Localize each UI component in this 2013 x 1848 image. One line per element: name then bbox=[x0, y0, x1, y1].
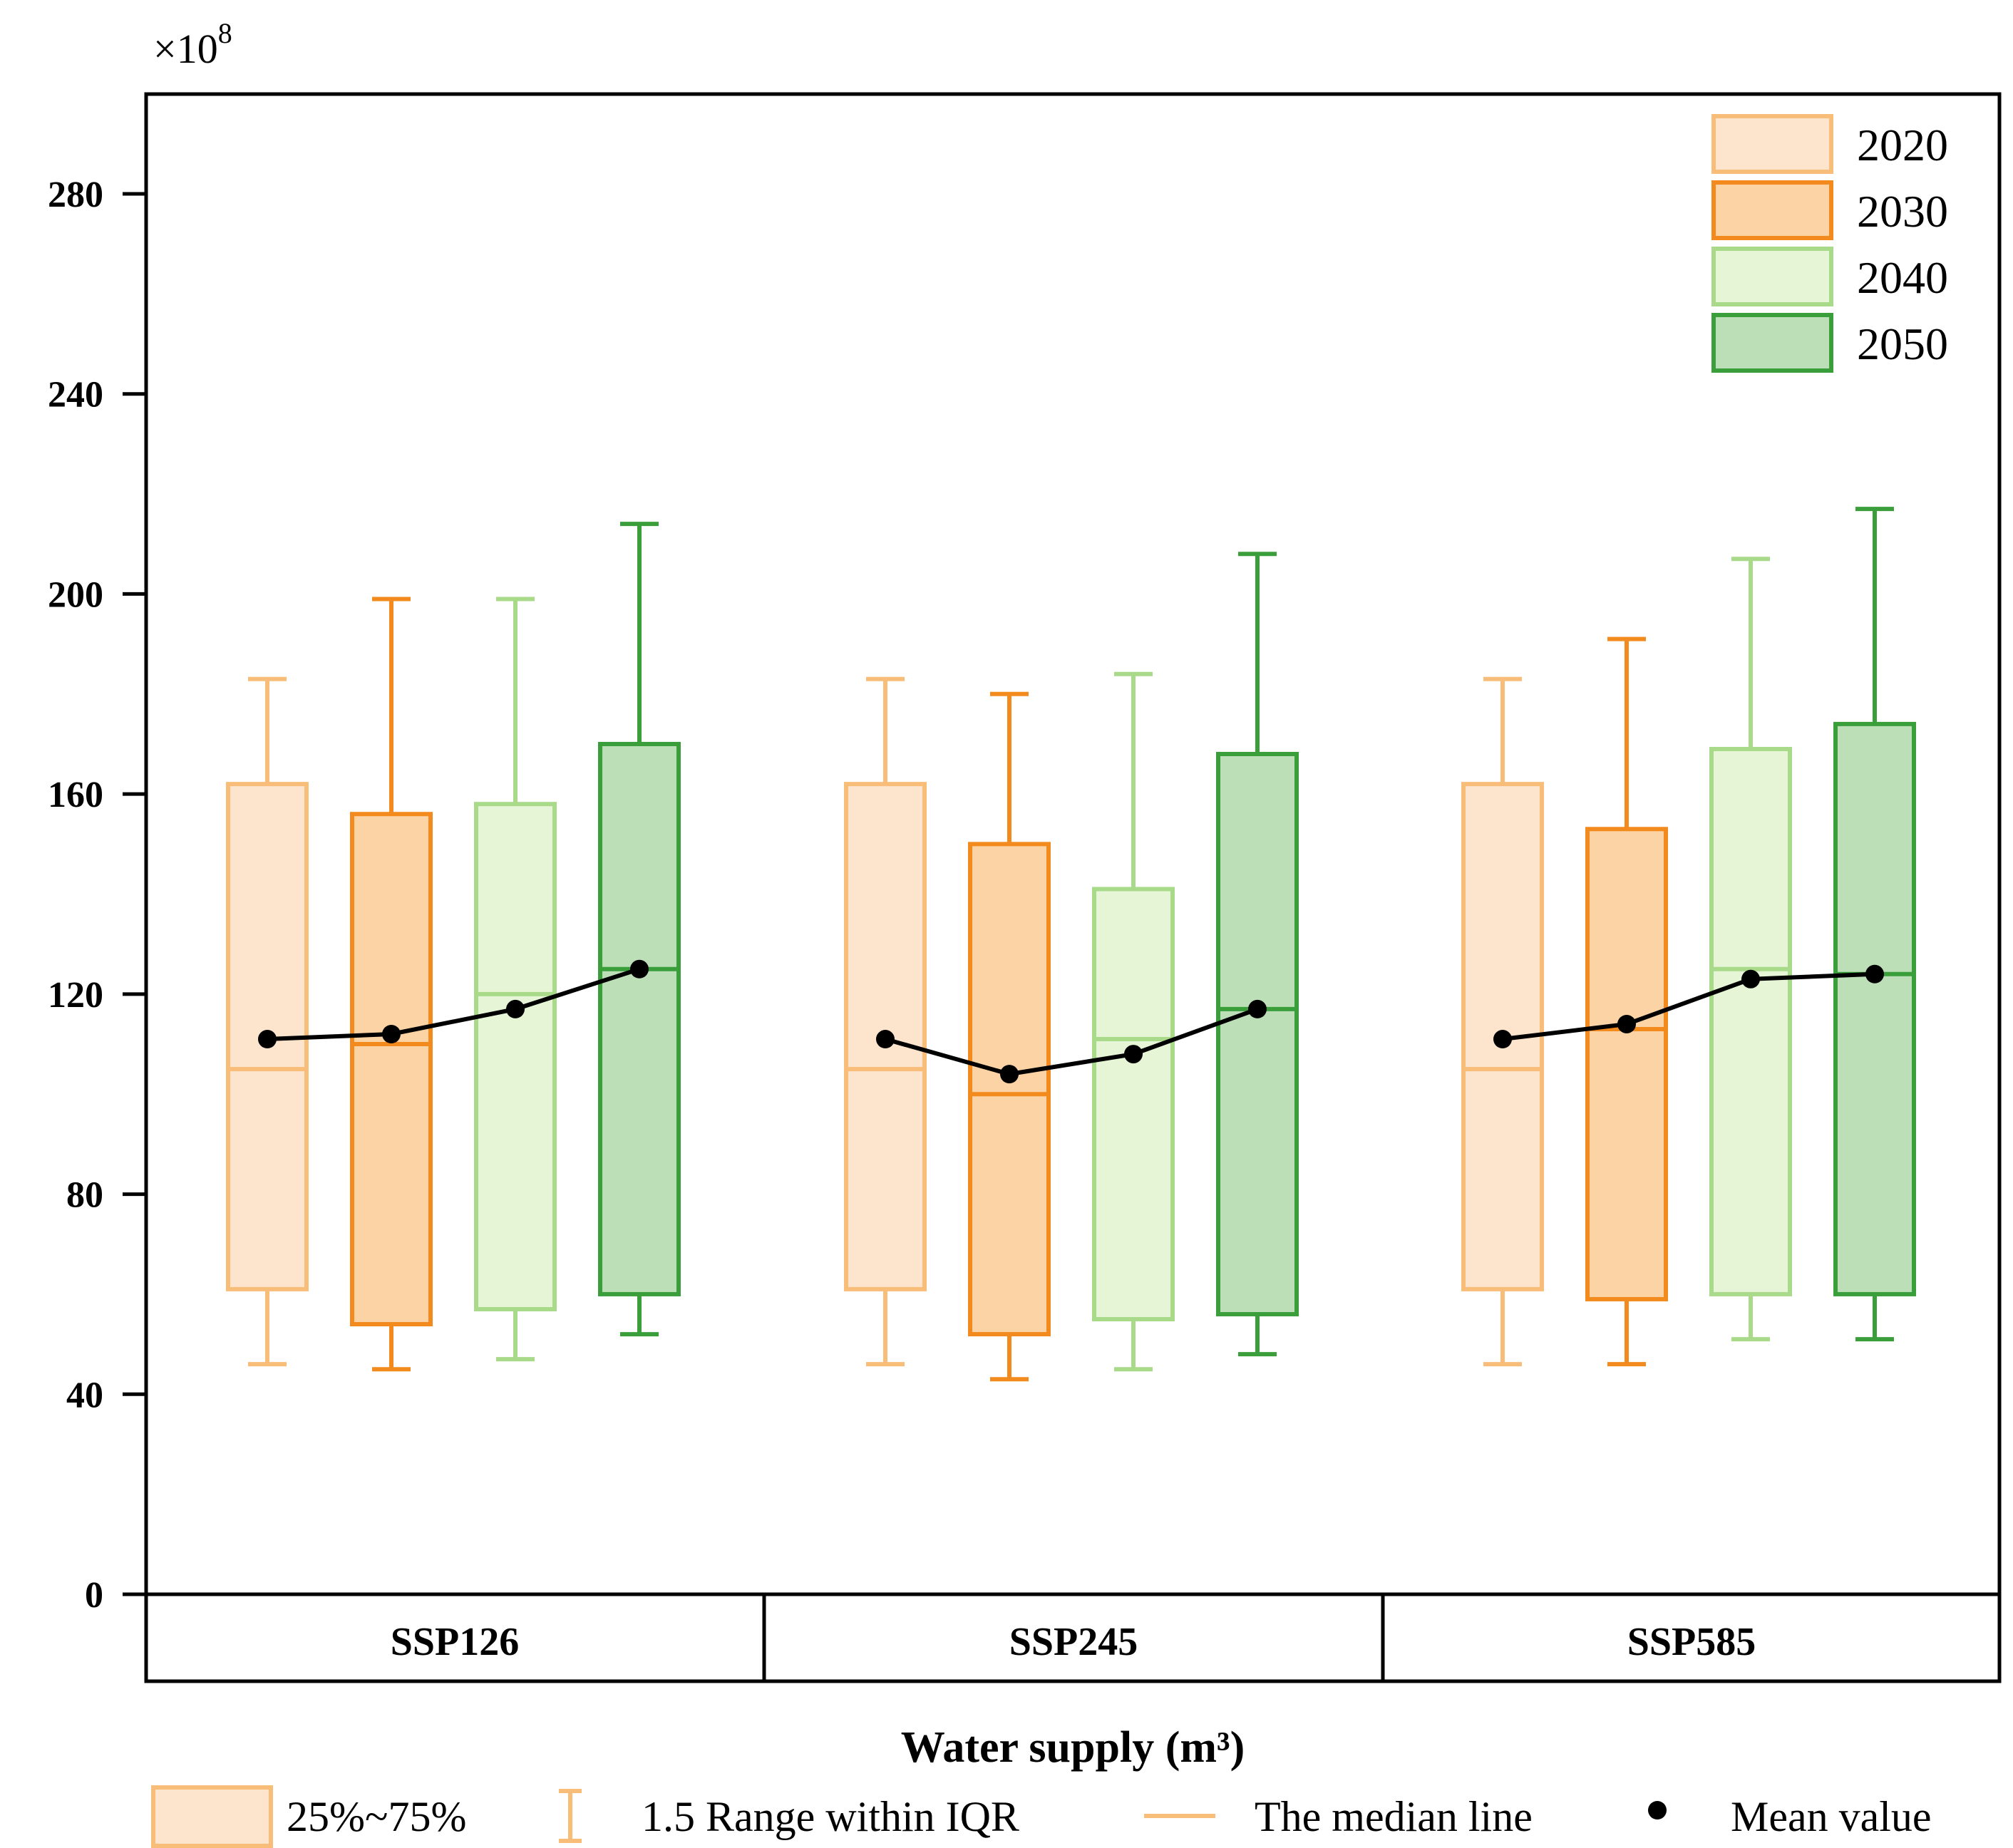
mean-point-ssp126-2030 bbox=[382, 1025, 401, 1043]
box-ssp585-2040 bbox=[1709, 557, 1792, 1342]
key-box-swatch bbox=[151, 1785, 273, 1848]
group-label-ssp245: SSP245 bbox=[1009, 1620, 1138, 1664]
key-legend: 25%~75% 1.5 Range within IQR The median … bbox=[151, 1785, 1932, 1848]
legend-swatch-2020 bbox=[1711, 114, 1833, 174]
mean-point-ssp585-2050 bbox=[1865, 964, 1884, 984]
y-tick-label-280: 280 bbox=[48, 175, 103, 215]
y-axis: 0 40 80 120 160 200 240 280 bbox=[48, 175, 146, 1616]
y-multiplier-label: ×108 bbox=[153, 17, 232, 72]
box-ssp126-2020 bbox=[226, 676, 309, 1367]
mean-point-ssp126-2050 bbox=[630, 959, 649, 979]
legend-label-2050: 2050 bbox=[1857, 319, 1948, 369]
box-ssp245-2030 bbox=[968, 691, 1051, 1382]
iqr-box bbox=[598, 741, 681, 1296]
group-label-ssp126: SSP126 bbox=[391, 1620, 520, 1664]
year-legend: 2020 2030 2040 2050 bbox=[1711, 114, 1948, 373]
mean-line-ssp585 bbox=[1502, 971, 1875, 1041]
mean-line-ssp245 bbox=[885, 1007, 1259, 1077]
key-whisker-label: 1.5 Range within IQR bbox=[642, 1793, 1019, 1840]
box-ssp585-2030 bbox=[1585, 636, 1668, 1367]
mean-point-ssp245-2030 bbox=[1000, 1065, 1019, 1084]
iqr-box bbox=[1092, 887, 1175, 1322]
box-ssp126-2040 bbox=[474, 597, 557, 1362]
iqr-box bbox=[474, 802, 557, 1311]
box-ssp245-2050 bbox=[1216, 552, 1299, 1357]
box-ssp245-2040 bbox=[1092, 671, 1175, 1372]
legend-swatch-2050 bbox=[1711, 313, 1833, 373]
key-mean-swatch bbox=[1648, 1801, 1667, 1819]
legend-label-2020: 2020 bbox=[1857, 120, 1948, 170]
mean-point-ssp585-2030 bbox=[1617, 1014, 1636, 1033]
mean-point-ssp245-2020 bbox=[876, 1030, 895, 1049]
iqr-box bbox=[968, 842, 1051, 1337]
key-box-label: 25%~75% bbox=[287, 1793, 466, 1840]
mean-point-ssp245-2040 bbox=[1124, 1045, 1143, 1064]
mean-point-ssp585-2040 bbox=[1741, 969, 1760, 988]
mean-point-ssp126-2020 bbox=[258, 1030, 277, 1049]
mean-point-ssp126-2040 bbox=[506, 999, 525, 1018]
group-label-ssp585: SSP585 bbox=[1627, 1620, 1756, 1664]
key-mean-label: Mean value bbox=[1731, 1793, 1932, 1840]
y-tick-label-80: 80 bbox=[66, 1175, 103, 1216]
iqr-box bbox=[1216, 752, 1299, 1316]
mean-lines bbox=[258, 959, 1884, 1084]
box-ssp585-2050 bbox=[1833, 507, 1916, 1342]
box-ssp585-2020 bbox=[1461, 676, 1544, 1367]
iqr-box bbox=[1709, 746, 1792, 1296]
box-series bbox=[226, 507, 1916, 1382]
key-median-label: The median line bbox=[1255, 1793, 1533, 1840]
mean-point-ssp585-2020 bbox=[1493, 1030, 1512, 1049]
legend-label-2040: 2040 bbox=[1857, 252, 1948, 303]
y-multiplier-base: ×10 bbox=[153, 26, 218, 72]
y-tick-label-240: 240 bbox=[48, 375, 103, 415]
y-multiplier-exponent: 8 bbox=[218, 17, 232, 49]
iqr-box bbox=[350, 812, 433, 1327]
legend-label-2030: 2030 bbox=[1857, 186, 1948, 237]
x-axis-label: Water supply (m³) bbox=[901, 1723, 1245, 1772]
y-tick-label-200: 200 bbox=[48, 574, 103, 615]
mean-line-ssp126 bbox=[267, 966, 640, 1042]
y-tick-label-40: 40 bbox=[66, 1375, 103, 1415]
legend-swatch-2040 bbox=[1711, 247, 1833, 306]
iqr-box bbox=[1833, 721, 1916, 1296]
y-tick-label-160: 160 bbox=[48, 775, 103, 815]
y-tick-label-120: 120 bbox=[48, 975, 103, 1016]
group-label-band bbox=[144, 1592, 2002, 1683]
box-ssp126-2050 bbox=[598, 522, 681, 1337]
box-ssp245-2020 bbox=[844, 676, 927, 1367]
y-tick-label-0: 0 bbox=[85, 1575, 103, 1616]
iqr-box bbox=[1585, 827, 1668, 1301]
legend-swatch-2030 bbox=[1711, 180, 1833, 240]
box-ssp126-2030 bbox=[350, 597, 433, 1372]
mean-point-ssp245-2050 bbox=[1248, 999, 1267, 1018]
key-whisker-swatch bbox=[559, 1789, 582, 1843]
